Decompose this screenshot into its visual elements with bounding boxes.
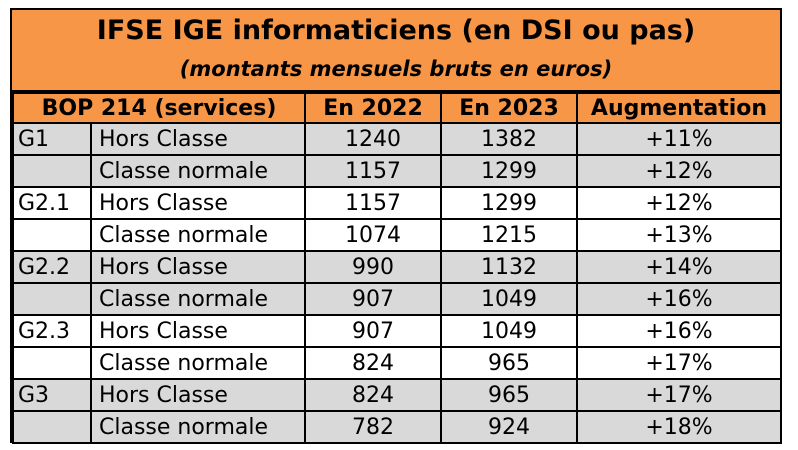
grade-cell [12,218,92,252]
table-row: Classe normale 1074 1215 +13% [12,218,782,252]
value-2022-cell: 990 [304,250,442,284]
value-2022-cell: 907 [304,314,442,348]
grade-cell: G3 [12,378,92,412]
category-cell: Classe normale [90,282,306,316]
increase-cell: +17% [576,378,782,412]
value-2022-cell: 782 [304,410,442,444]
salary-table: BOP 214 (services) En 2022 En 2023 Augme… [12,92,782,444]
table-row: G3 Hors Classe 824 965 +17% [12,378,782,412]
category-cell: Hors Classe [90,378,306,412]
increase-cell: +16% [576,314,782,348]
value-2023-cell: 965 [440,346,578,380]
value-2022-cell: 824 [304,346,442,380]
grade-cell: G2.3 [12,314,92,348]
category-cell: Hors Classe [90,186,306,220]
grade-cell [12,346,92,380]
value-2023-cell: 924 [440,410,578,444]
header-bop: BOP 214 (services) [12,92,306,124]
category-cell: Hors Classe [90,250,306,284]
table-row: Classe normale 782 924 +18% [12,410,782,444]
table-body: G1 Hors Classe 1240 1382 +11% Classe normale 1… [12,122,782,444]
header-row: BOP 214 (services) En 2022 En 2023 Augme… [12,92,782,124]
grade-cell [12,282,92,316]
grade-cell: G2.2 [12,250,92,284]
increase-cell: +14% [576,250,782,284]
category-cell: Hors Classe [90,314,306,348]
value-2023-cell: 1132 [440,250,578,284]
category-cell: Classe normale [90,346,306,380]
grade-cell [12,154,92,188]
value-2023-cell: 1049 [440,314,578,348]
value-2023-cell: 1215 [440,218,578,252]
category-cell: Classe normale [90,218,306,252]
category-cell: Classe normale [90,154,306,188]
increase-cell: +11% [576,122,782,156]
increase-cell: +12% [576,186,782,220]
table-row: Classe normale 824 965 +17% [12,346,782,380]
header-2023: En 2023 [440,92,578,124]
grade-cell [12,410,92,444]
table-row: Classe normale 1157 1299 +12% [12,154,782,188]
increase-cell: +17% [576,346,782,380]
value-2022-cell: 1157 [304,154,442,188]
value-2022-cell: 1074 [304,218,442,252]
header-2022: En 2022 [304,92,442,124]
header-increase: Augmentation [576,92,782,124]
increase-cell: +16% [576,282,782,316]
salary-table-sheet: IFSE IGE informaticiens (en DSI ou pas) … [10,8,782,444]
category-cell: Hors Classe [90,122,306,156]
value-2022-cell: 1240 [304,122,442,156]
grade-cell: G1 [12,122,92,156]
increase-cell: +13% [576,218,782,252]
table-row: G2.1 Hors Classe 1157 1299 +12% [12,186,782,220]
value-2022-cell: 1157 [304,186,442,220]
value-2022-cell: 907 [304,282,442,316]
value-2023-cell: 1049 [440,282,578,316]
grade-cell: G2.1 [12,186,92,220]
table-row: G2.3 Hors Classe 907 1049 +16% [12,314,782,348]
table-row: Classe normale 907 1049 +16% [12,282,782,316]
table-title: IFSE IGE informaticiens (en DSI ou pas) [96,15,696,46]
value-2022-cell: 824 [304,378,442,412]
table-subtitle: (montants mensuels bruts en euros) [179,57,613,81]
value-2023-cell: 1299 [440,154,578,188]
category-cell: Classe normale [90,410,306,444]
increase-cell: +18% [576,410,782,444]
value-2023-cell: 1299 [440,186,578,220]
value-2023-cell: 965 [440,378,578,412]
table-row: G2.2 Hors Classe 990 1132 +14% [12,250,782,284]
value-2023-cell: 1382 [440,122,578,156]
title-band: IFSE IGE informaticiens (en DSI ou pas) … [12,10,780,92]
table-row: G1 Hors Classe 1240 1382 +11% [12,122,782,156]
increase-cell: +12% [576,154,782,188]
